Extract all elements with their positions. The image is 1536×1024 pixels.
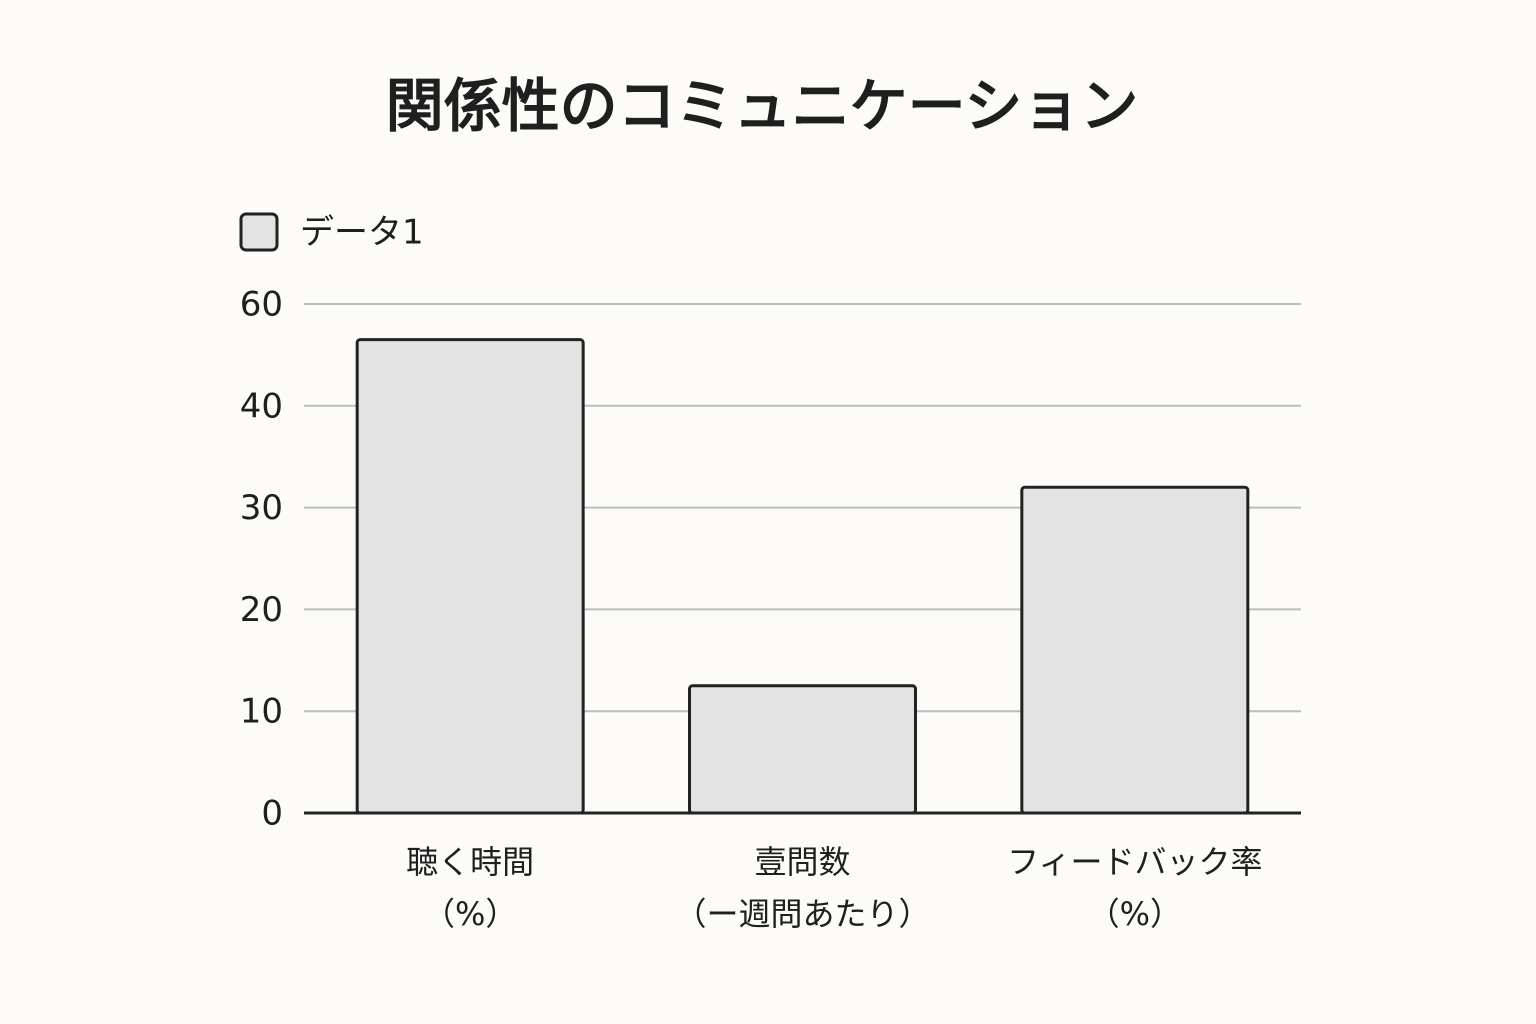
y-tick-label: 0 — [261, 794, 283, 834]
bar — [355, 338, 585, 815]
legend-label: データ1 — [300, 213, 424, 253]
x-tick-label: 壹問数 （ー週問あたり） — [674, 843, 931, 933]
bar — [688, 684, 917, 815]
y-tick-label: 60 — [240, 285, 283, 325]
y-tick-label: 30 — [240, 488, 283, 528]
chart-title: 関係性のコミュニケーション — [386, 72, 1139, 140]
y-tick-label: 10 — [240, 692, 283, 732]
bar — [1020, 485, 1250, 815]
y-tick-label: 20 — [240, 590, 283, 630]
x-tick-label: 聴く時間 （%） — [406, 843, 535, 933]
y-tick-label: 40 — [240, 386, 283, 426]
legend-swatch — [239, 212, 279, 252]
x-tick-label: フィードバック率 （%） — [1007, 843, 1263, 933]
